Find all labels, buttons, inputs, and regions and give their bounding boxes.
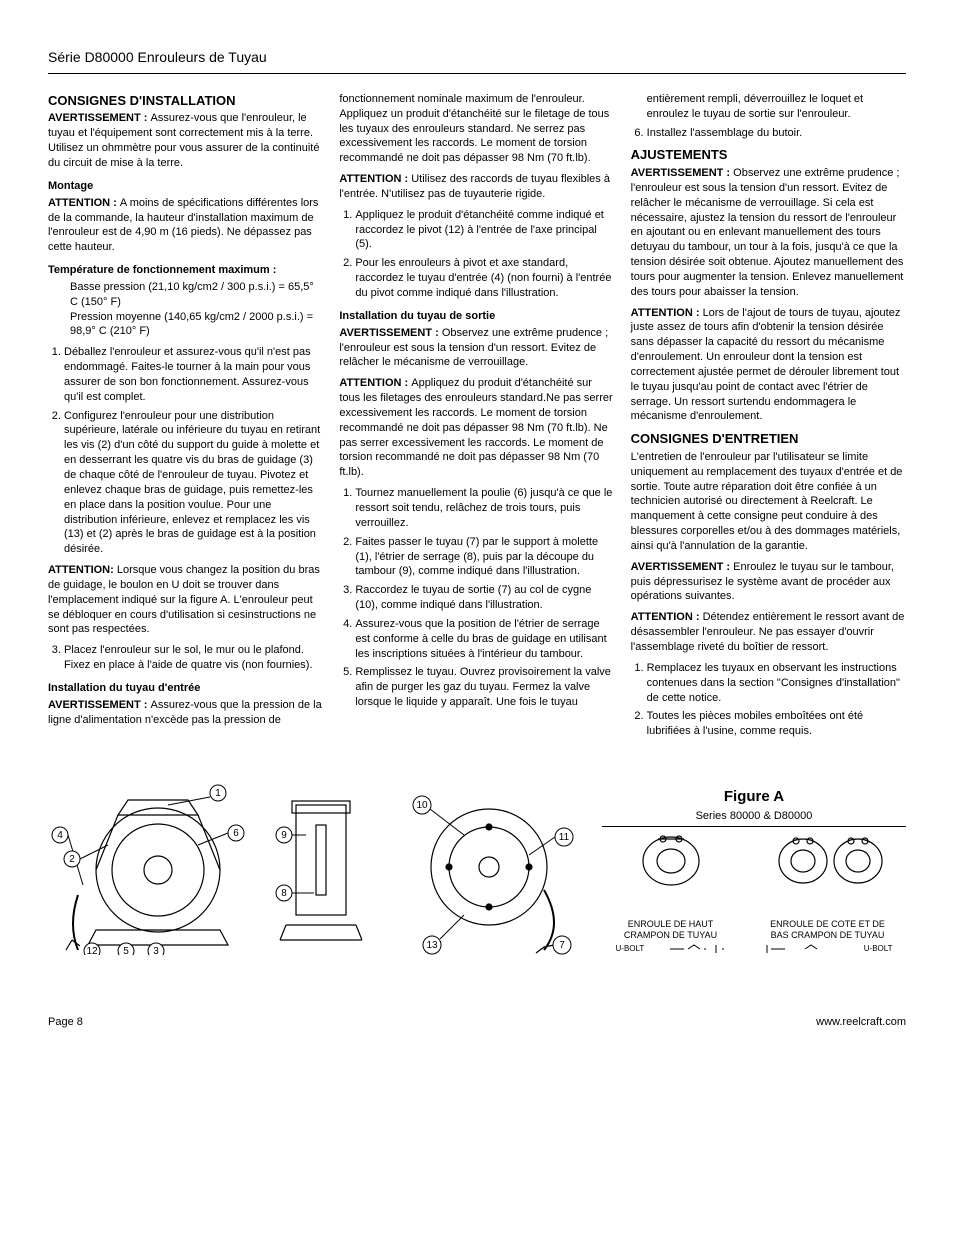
attn-label: ATTENTION : (631, 611, 703, 623)
warn-label: AVERTISSEMENT : (48, 112, 150, 124)
attn-guide: ATTENTION: Lorsque vous changez la posit… (48, 563, 323, 637)
list-item: Raccordez le tuyau de sortie (7) au col … (355, 583, 614, 613)
list-item: Placez l'enrouleur sur le sol, le mur ou… (64, 643, 323, 673)
callout: 8 (281, 888, 287, 899)
montage-steps: Déballez l'enrouleur et assurez-vous qu'… (48, 345, 323, 557)
page-header: Série D80000 Enrouleurs de Tuyau (48, 48, 906, 74)
attn-label: ATTENTION : (339, 173, 411, 185)
montage-attn: ATTENTION : A moins de spécifications di… (48, 196, 323, 255)
warn-text: Observez une extrême prudence ; l'enroul… (631, 167, 904, 298)
callout: 3 (153, 946, 159, 955)
section-install: CONSIGNES D'INSTALLATION (48, 92, 323, 110)
outlet-warn: AVERTISSEMENT : Observez une extrême pru… (339, 326, 614, 371)
ubolt-label: U-BOLT (616, 944, 645, 955)
adj-attn: ATTENTION : Lors de l'ajout de tours de … (631, 306, 906, 425)
clamp-icon (616, 831, 726, 911)
section-maint: CONSIGNES D'ENTRETIEN (631, 430, 906, 448)
sub-outlet: Installation du tuyau de sortie (339, 309, 614, 324)
reel-svg-1: 1 4 2 6 12 5 3 (48, 775, 248, 955)
figure-a: Figure A Series 80000 & D80000 ENROULE D… (602, 787, 906, 956)
adjust-block: AJUSTEMENTS AVERTISSEMENT : Observez une… (631, 146, 906, 424)
body-columns: CONSIGNES D'INSTALLATION AVERTISSEMENT :… (48, 92, 906, 739)
footer-url: www.reelcraft.com (816, 1015, 906, 1030)
callout: 10 (416, 800, 428, 811)
callout: 12 (86, 946, 98, 955)
cap-line: ENROULE DE COTE ET DE (763, 919, 893, 930)
callout: 4 (57, 830, 63, 841)
figure-a-left: ENROULE DE HAUT CRAMPON DE TUYAU U-BOLT (616, 831, 726, 955)
reel-svg-2: 9 8 (266, 775, 376, 955)
temp-low: Basse pression (21,10 kg/cm2 / 300 p.s.i… (70, 280, 323, 310)
section-adjust: AJUSTEMENTS (631, 146, 906, 164)
reel-diagram-1: 1 4 2 6 12 5 3 (48, 775, 248, 955)
sub-temp: Température de fonctionnement maximum : (48, 263, 323, 278)
cap-line: CRAMPON DE TUYAU (616, 930, 726, 941)
temp-block: Basse pression (21,10 kg/cm2 / 300 p.s.i… (48, 280, 323, 339)
montage-steps-cont: Placez l'enrouleur sur le sol, le mur ou… (48, 643, 323, 673)
list-item: Assurez-vous que la position de l'étrier… (355, 617, 614, 662)
ubolt-icon (763, 943, 823, 955)
figures-row: 1 4 2 6 12 5 3 9 8 (48, 775, 906, 955)
callout: 11 (559, 832, 570, 843)
maint-steps: Remplacez les tuyaux en observant les in… (631, 661, 906, 739)
reel-svg-3: 10 11 13 7 (394, 775, 584, 955)
callout: 1 (215, 788, 221, 799)
callout: 13 (426, 940, 438, 951)
outlet-attn: ATTENTION : Appliquez du produit d'étanc… (339, 376, 614, 480)
callout: 6 (233, 828, 239, 839)
page-footer: Page 8 www.reelcraft.com (48, 1015, 906, 1030)
callout: 7 (559, 940, 565, 951)
maint-block: CONSIGNES D'ENTRETIEN L'entretien de l'e… (631, 430, 906, 739)
list-item: Faites passer le tuyau (7) par le suppor… (355, 535, 614, 580)
callout: 5 (123, 946, 129, 955)
install-warning: AVERTISSEMENT : Assurez-vous que l'enrou… (48, 111, 323, 170)
warn-label: AVERTISSEMENT : (631, 561, 733, 573)
cap-line: ENROULE DE HAUT (616, 919, 726, 930)
cap-line: BAS CRAMPON DE TUYAU (763, 930, 893, 941)
reel-diagram-2: 9 8 (266, 775, 376, 955)
maint-warn: AVERTISSEMENT : Enroulez le tuyau sur le… (631, 560, 906, 605)
list-item: Appliquez le produit d'étanchéité comme … (355, 208, 614, 253)
attn-text: Lors de l'ajout de tours de tuyau, ajout… (631, 307, 901, 423)
list-item: Déballez l'enrouleur et assurez-vous qu'… (64, 345, 323, 404)
temp-med: Pression moyenne (140,65 kg/cm2 / 2000 p… (70, 310, 323, 340)
list-item: Toutes les pièces mobiles emboîtées ont … (647, 709, 906, 739)
list-item: Pour les enrouleurs à pivot et axe stand… (355, 256, 614, 301)
sub-inlet: Installation du tuyau d'entrée (48, 681, 323, 696)
ubolt-icon (666, 943, 726, 955)
inlet-attn: ATTENTION : Utilisez des raccords de tuy… (339, 172, 614, 202)
inlet-steps: Appliquez le produit d'étanchéité comme … (339, 208, 614, 301)
page-number: Page 8 (48, 1015, 83, 1030)
page-title: Série D80000 Enrouleurs de Tuyau (48, 49, 267, 65)
callout: 9 (281, 830, 287, 841)
callout: 2 (69, 854, 75, 865)
warn-label: AVERTISSEMENT : (339, 327, 441, 339)
list-item: Tournez manuellement la poulie (6) jusqu… (355, 486, 614, 531)
figure-a-series: Series 80000 & D80000 (602, 809, 906, 827)
attn-label: ATTENTION : (48, 197, 120, 209)
attn-text: Appliquez du produit d'étanchéité sur to… (339, 377, 612, 478)
maint-attn: ATTENTION : Détendez entièrement le ress… (631, 610, 906, 655)
figure-a-title: Figure A (602, 787, 906, 807)
adj-warn: AVERTISSEMENT : Observez une extrême pru… (631, 166, 906, 300)
attn-label: ATTENTION : (631, 307, 703, 319)
reel-diagram-3: 10 11 13 7 (394, 775, 584, 955)
list-item: Configurez l'enrouleur pour une distribu… (64, 409, 323, 557)
attn-label: ATTENTION: (48, 564, 117, 576)
clamp-icon (763, 831, 893, 911)
ubolt-label: U-BOLT (864, 944, 893, 955)
sub-montage: Montage (48, 179, 323, 194)
figure-a-right: ENROULE DE COTE ET DE BAS CRAMPON DE TUY… (763, 831, 893, 955)
list-item: Remplacez les tuyaux en observant les in… (647, 661, 906, 706)
warn-label: AVERTISSEMENT : (48, 699, 150, 711)
attn-label: ATTENTION : (339, 377, 411, 389)
maint-intro: L'entretien de l'enrouleur par l'utilisa… (631, 450, 906, 554)
list-item: Installez l'assemblage du butoir. (647, 126, 906, 141)
warn-label: AVERTISSEMENT : (631, 167, 733, 179)
